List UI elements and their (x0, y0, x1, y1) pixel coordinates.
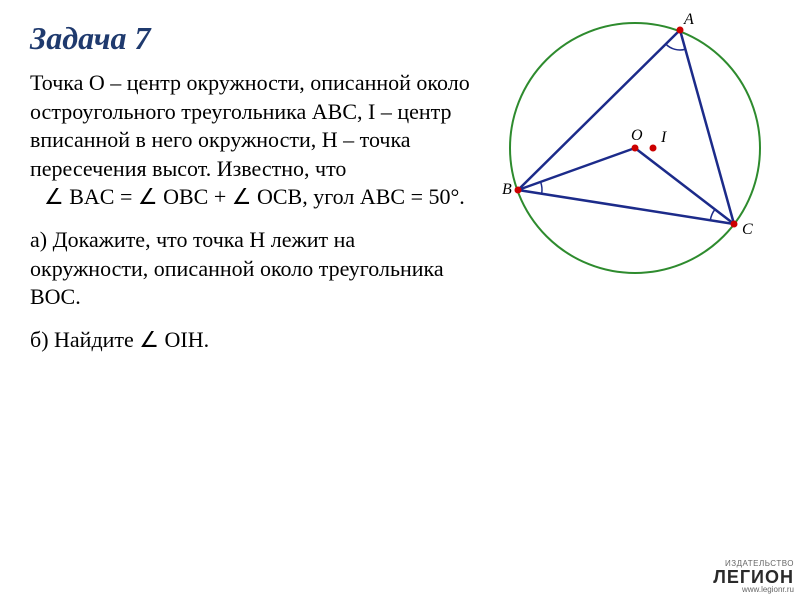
svg-text:A: A (683, 11, 694, 28)
svg-text:O: O (631, 127, 643, 144)
geometry-diagram: A B C OI (470, 8, 780, 298)
task-body: Точка O – центр окружности, описанной ок… (30, 69, 470, 354)
logo-url: www.legionr.ru (713, 586, 794, 594)
logo-brand: ЛЕГИОН (713, 568, 794, 586)
publisher-logo: ИЗДАТЕЛЬСТВО ЛЕГИОН www.legionr.ru (713, 560, 794, 594)
task-title: Задача 7 (30, 20, 470, 57)
svg-text:B: B (502, 181, 512, 198)
svg-text:C: C (742, 221, 753, 238)
svg-text:I: I (660, 129, 667, 146)
part-b: б) Найдите ∠ OIH. (30, 326, 470, 355)
equation-line: ∠ BAC = ∠ OBC + ∠ OCB, угол ABC = 50°. (30, 184, 465, 209)
part-a: а) Докажите, что точка H лежит на окружн… (30, 226, 470, 312)
paragraph-1: Точка O – центр окружности, описанной ок… (30, 70, 470, 181)
